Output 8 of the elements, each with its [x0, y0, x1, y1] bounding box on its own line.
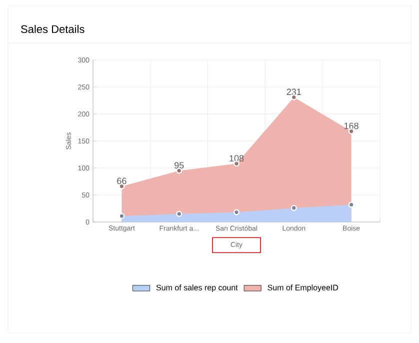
- data-label: 231: [286, 88, 301, 96]
- legend-label: Sum of sales rep count: [156, 284, 238, 292]
- legend-label: Sum of EmployeeID: [268, 284, 338, 292]
- data-label: 168: [344, 122, 358, 130]
- data-label: 108: [230, 155, 244, 162]
- data-label: 66: [117, 178, 126, 184]
- chart-title: Sales Details: [21, 24, 84, 34]
- data-label: 95: [174, 162, 184, 169]
